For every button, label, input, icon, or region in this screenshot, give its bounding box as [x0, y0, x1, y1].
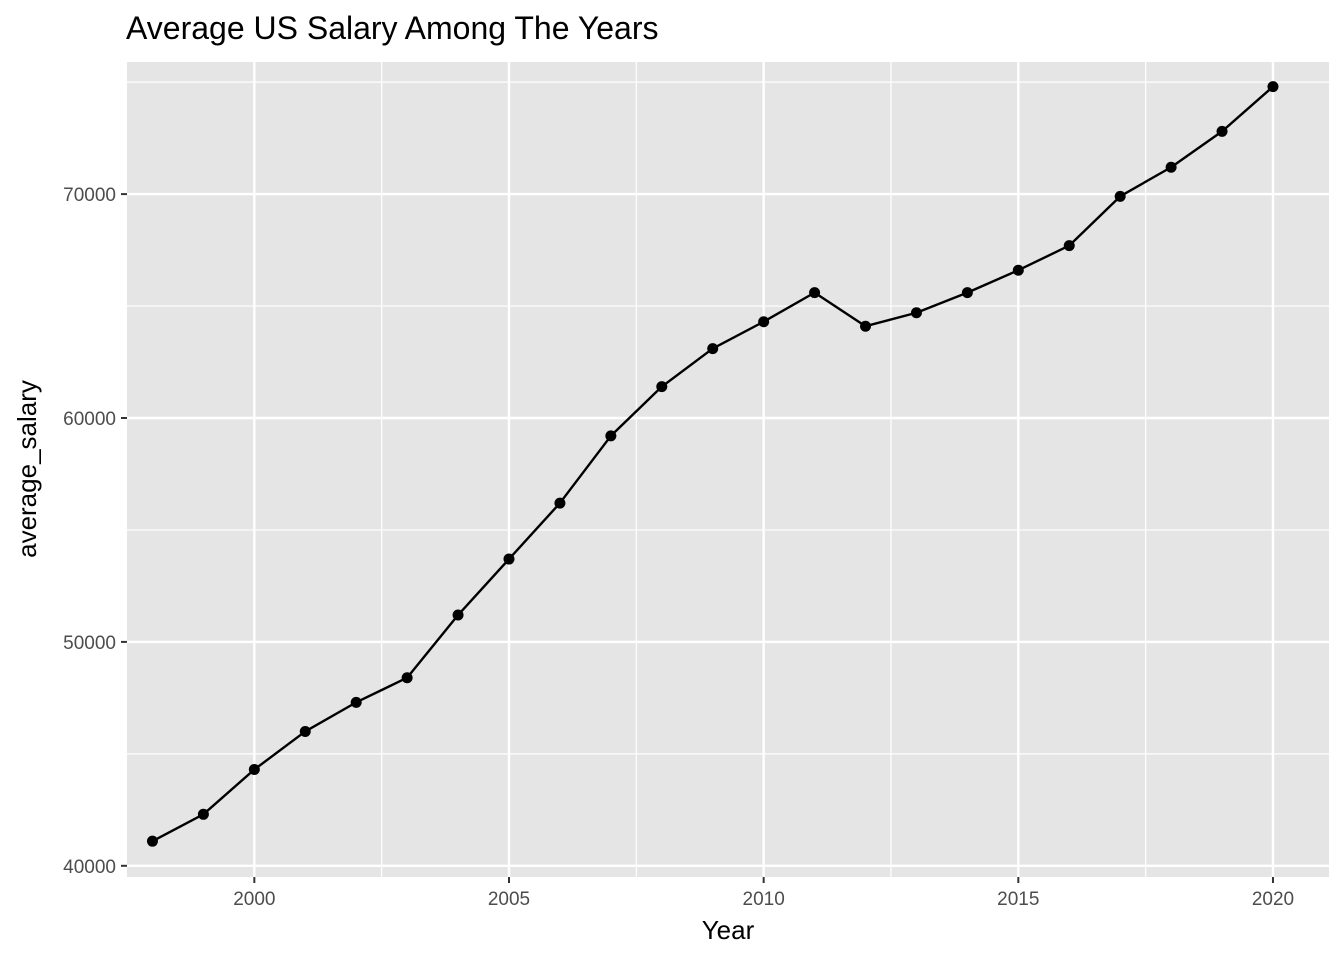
y-tick-label: 50000: [63, 633, 116, 654]
data-point: [197, 808, 209, 820]
data-point: [1114, 190, 1126, 202]
x-tick-label: 2020: [1252, 889, 1294, 910]
data-point: [452, 609, 464, 621]
x-tick-label: 2000: [233, 889, 275, 910]
data-point: [1216, 125, 1228, 137]
chart-title: Average US Salary Among The Years: [126, 10, 658, 46]
data-point: [1165, 161, 1177, 173]
y-tick-label: 70000: [63, 185, 116, 206]
x-tick-label: 2005: [488, 889, 530, 910]
data-point: [248, 764, 260, 776]
data-point: [656, 381, 668, 393]
plot-panel: [127, 62, 1329, 877]
x-tick-label: 2010: [743, 889, 785, 910]
data-point: [809, 287, 821, 299]
data-point: [146, 835, 158, 847]
y-tick-label: 40000: [63, 857, 116, 878]
data-point: [910, 307, 922, 319]
data-point: [961, 287, 973, 299]
x-axis-title: Year: [702, 915, 755, 945]
grid-lines: [127, 62, 1329, 877]
data-point: [299, 725, 311, 737]
data-point: [860, 320, 872, 332]
data-point: [1267, 81, 1279, 93]
data-point: [503, 553, 515, 565]
y-axis-title: average_salary: [12, 380, 42, 558]
data-point: [758, 316, 770, 328]
data-point: [554, 497, 566, 509]
data-point: [350, 696, 362, 708]
data-point: [605, 430, 617, 442]
y-tick-label: 60000: [63, 409, 116, 430]
data-point: [401, 672, 413, 684]
data-point: [1012, 264, 1024, 276]
data-point: [707, 343, 719, 355]
x-tick-label: 2015: [997, 889, 1039, 910]
data-series: [146, 81, 1279, 847]
data-point: [1063, 240, 1075, 252]
axis-ticks: 2000 2005 2010 2015 2020 40000 50000 60000 70000: [63, 185, 1294, 910]
